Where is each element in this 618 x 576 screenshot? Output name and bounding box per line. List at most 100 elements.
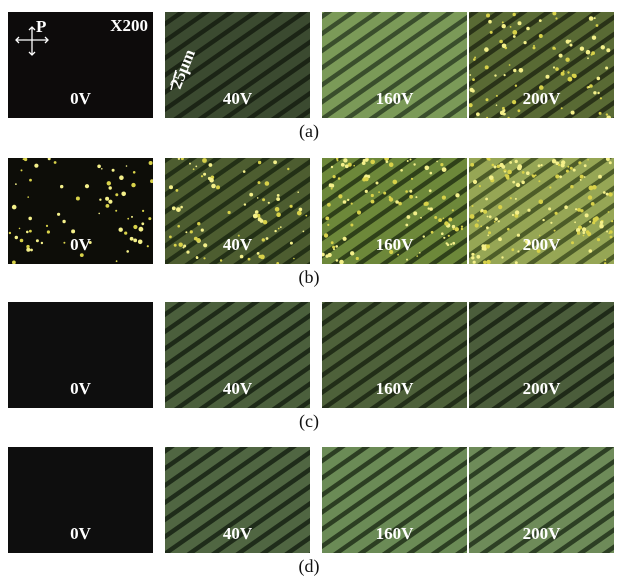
sparkle — [351, 203, 353, 205]
sparkle — [276, 197, 280, 201]
sparkle — [343, 237, 347, 241]
sparkle — [476, 255, 480, 259]
sparkle — [597, 92, 599, 94]
sparkle — [420, 217, 422, 219]
sparkle — [476, 112, 480, 116]
sparkle — [293, 258, 295, 260]
sparkle — [20, 239, 24, 243]
sparkle — [141, 222, 144, 225]
sparkle — [519, 68, 524, 73]
sparkle — [41, 242, 43, 244]
sparkle — [589, 221, 591, 223]
sparkle — [189, 163, 191, 165]
sparkle — [347, 199, 349, 201]
sparkle — [443, 218, 445, 220]
sparkle — [583, 235, 585, 237]
sparkle — [546, 75, 550, 79]
sparkle — [335, 245, 338, 248]
sparkle — [471, 256, 474, 259]
sparkle — [276, 262, 279, 265]
voltage-label: 200V — [523, 379, 562, 398]
sparkle — [203, 243, 207, 247]
sparkle — [290, 242, 293, 245]
sparkle — [249, 193, 253, 197]
sparkle — [527, 209, 530, 212]
sparkle — [598, 175, 602, 179]
sparkle — [338, 177, 341, 180]
voltage-label: 160V — [376, 235, 415, 254]
sparkle — [397, 254, 399, 256]
sparkle — [554, 48, 556, 50]
sparkle — [371, 200, 375, 204]
row-caption: (a) — [299, 121, 319, 142]
sparkle — [407, 160, 409, 162]
sparkle — [606, 157, 610, 161]
sparkle — [539, 19, 542, 22]
sparkle — [586, 50, 591, 55]
sparkle — [419, 252, 421, 254]
sparkle — [492, 164, 495, 167]
sparkle — [280, 226, 282, 228]
sparkle — [330, 184, 334, 188]
sparkle — [248, 258, 251, 261]
voltage-label: 40V — [223, 235, 253, 254]
sparkle — [507, 170, 512, 175]
sparkle — [180, 206, 183, 209]
sparkle — [203, 173, 206, 176]
sparkle — [265, 181, 270, 186]
sparkle — [325, 217, 329, 221]
sparkle — [574, 221, 576, 223]
sparkle — [415, 196, 417, 198]
sparkle — [575, 208, 577, 210]
sparkle — [450, 243, 452, 245]
sparkle — [30, 249, 33, 252]
sparkle — [586, 230, 590, 234]
sparkle — [448, 218, 452, 222]
sparkle — [592, 36, 596, 40]
sparkle — [538, 180, 540, 182]
sparkle — [127, 218, 129, 220]
sparkle — [498, 205, 502, 209]
sparkle — [461, 228, 463, 230]
sparkle — [47, 230, 50, 233]
sparkle — [130, 237, 134, 241]
sparkle — [494, 221, 496, 223]
sparkle — [511, 248, 514, 251]
sparkle — [452, 242, 455, 245]
sparkle — [112, 169, 115, 172]
sparkle — [515, 198, 517, 200]
sparkle — [429, 189, 432, 192]
row-caption: (c) — [299, 411, 319, 432]
sparkle — [406, 259, 408, 261]
sparkle — [518, 21, 522, 25]
sparkle — [496, 95, 498, 97]
voltage-label: 40V — [223, 379, 253, 398]
sparkle — [513, 35, 516, 38]
sparkle — [303, 231, 305, 233]
sparkle — [563, 70, 565, 72]
sparkle — [526, 27, 530, 31]
sparkle — [486, 244, 490, 248]
sparkle — [571, 241, 574, 244]
sparkle — [337, 160, 339, 162]
sparkle — [509, 161, 512, 164]
sparkle — [262, 238, 265, 241]
sparkle — [278, 228, 280, 230]
sparkle — [195, 166, 197, 168]
sparkle — [512, 214, 514, 216]
sparkle — [502, 44, 507, 49]
sparkle — [266, 237, 269, 240]
sparkle — [591, 54, 593, 56]
sparkle — [98, 213, 100, 215]
sparkle — [510, 197, 512, 199]
sparkle — [517, 166, 522, 171]
sparkle — [29, 179, 32, 182]
sparkle — [147, 245, 149, 247]
sparkle — [533, 46, 536, 49]
sparkle — [573, 169, 576, 172]
sparkle — [566, 40, 570, 44]
sparkle — [273, 160, 277, 164]
sparkle — [572, 74, 576, 78]
sparkle — [183, 245, 186, 248]
sparkle — [268, 202, 270, 204]
